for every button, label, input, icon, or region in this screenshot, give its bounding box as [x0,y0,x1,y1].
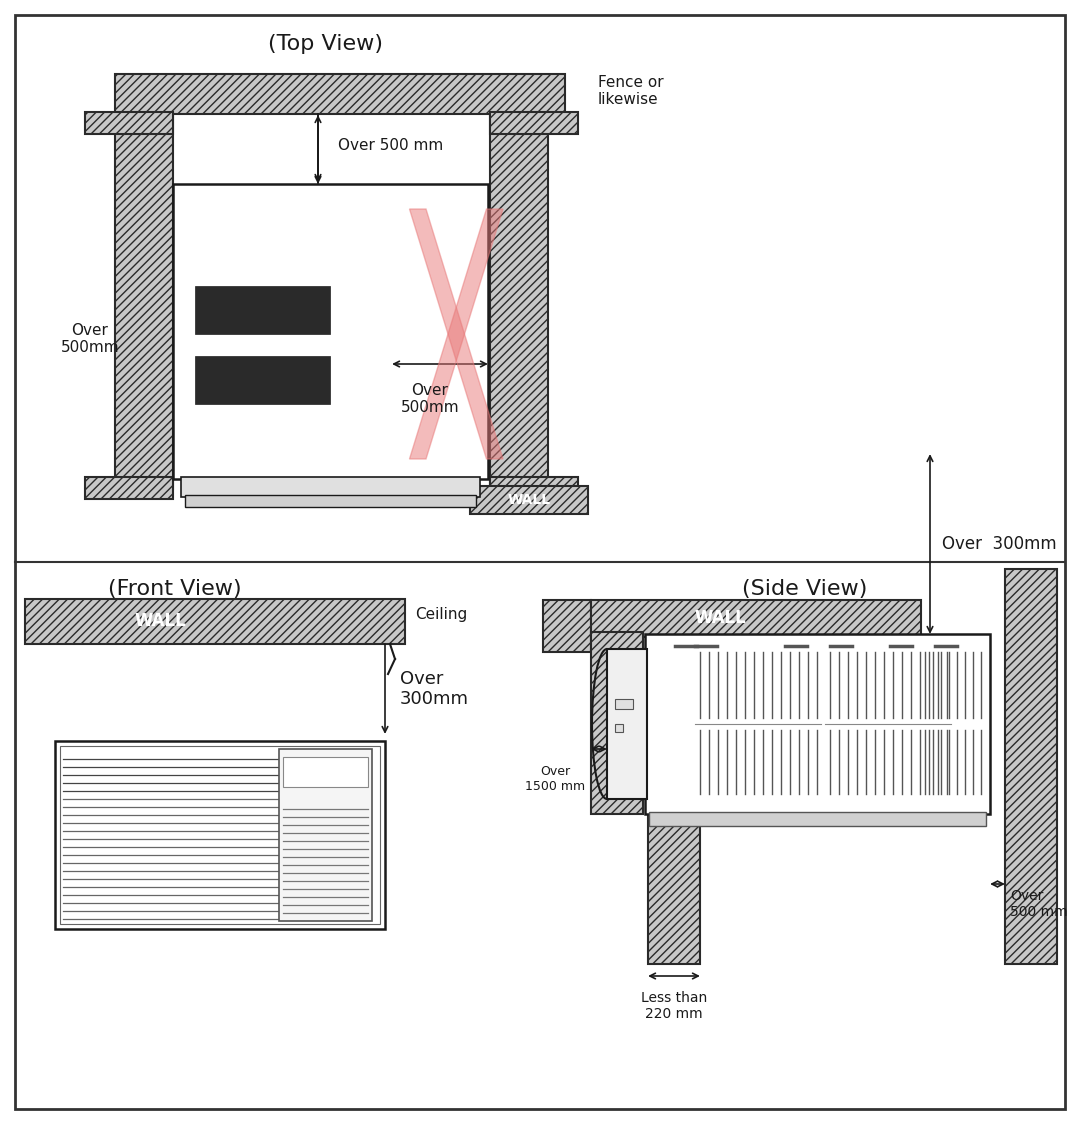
Text: Ceiling: Ceiling [415,607,468,622]
Bar [607,649,647,799]
Text: Over
300mm: Over 300mm [400,670,469,708]
Bar [173,184,488,479]
Bar [195,356,330,404]
Bar [195,285,330,334]
Bar [615,699,633,709]
Text: (Side View): (Side View) [742,579,867,599]
Bar [1005,569,1057,964]
Bar [648,809,700,964]
Bar [60,746,380,924]
Text: Over
1500 mm: Over 1500 mm [525,765,585,794]
Bar [55,741,384,930]
Text: WALL: WALL [508,493,551,507]
Bar [591,632,643,814]
Bar [25,599,405,644]
Text: Over
500mm: Over 500mm [401,383,459,415]
Bar [181,477,480,497]
Bar [114,74,565,114]
Bar [470,486,588,514]
Bar [591,600,921,637]
Bar [185,495,476,507]
Text: Less than
220 mm: Less than 220 mm [640,991,707,1021]
Text: Over
500 mm: Over 500 mm [1010,889,1068,919]
Bar [490,114,548,489]
Text: (Top View): (Top View) [268,34,382,54]
Bar [85,112,173,134]
Bar [490,477,578,499]
Polygon shape [409,209,503,459]
Polygon shape [409,209,503,459]
Bar [85,477,173,499]
Text: (Front View): (Front View) [108,579,242,599]
Bar [649,812,986,826]
Bar [543,600,591,652]
Text: Fence or
likewise: Fence or likewise [598,75,663,107]
Bar [645,634,990,814]
Bar [280,749,372,921]
Text: WALL: WALL [694,609,746,627]
Bar [283,756,368,787]
Text: Over 500 mm: Over 500 mm [338,138,443,154]
Bar [615,724,623,732]
Bar [490,112,578,134]
Bar [114,114,173,489]
Text: WALL: WALL [134,611,186,629]
Text: Over  300mm: Over 300mm [942,535,1056,553]
Text: Over
500mm: Over 500mm [60,323,119,355]
